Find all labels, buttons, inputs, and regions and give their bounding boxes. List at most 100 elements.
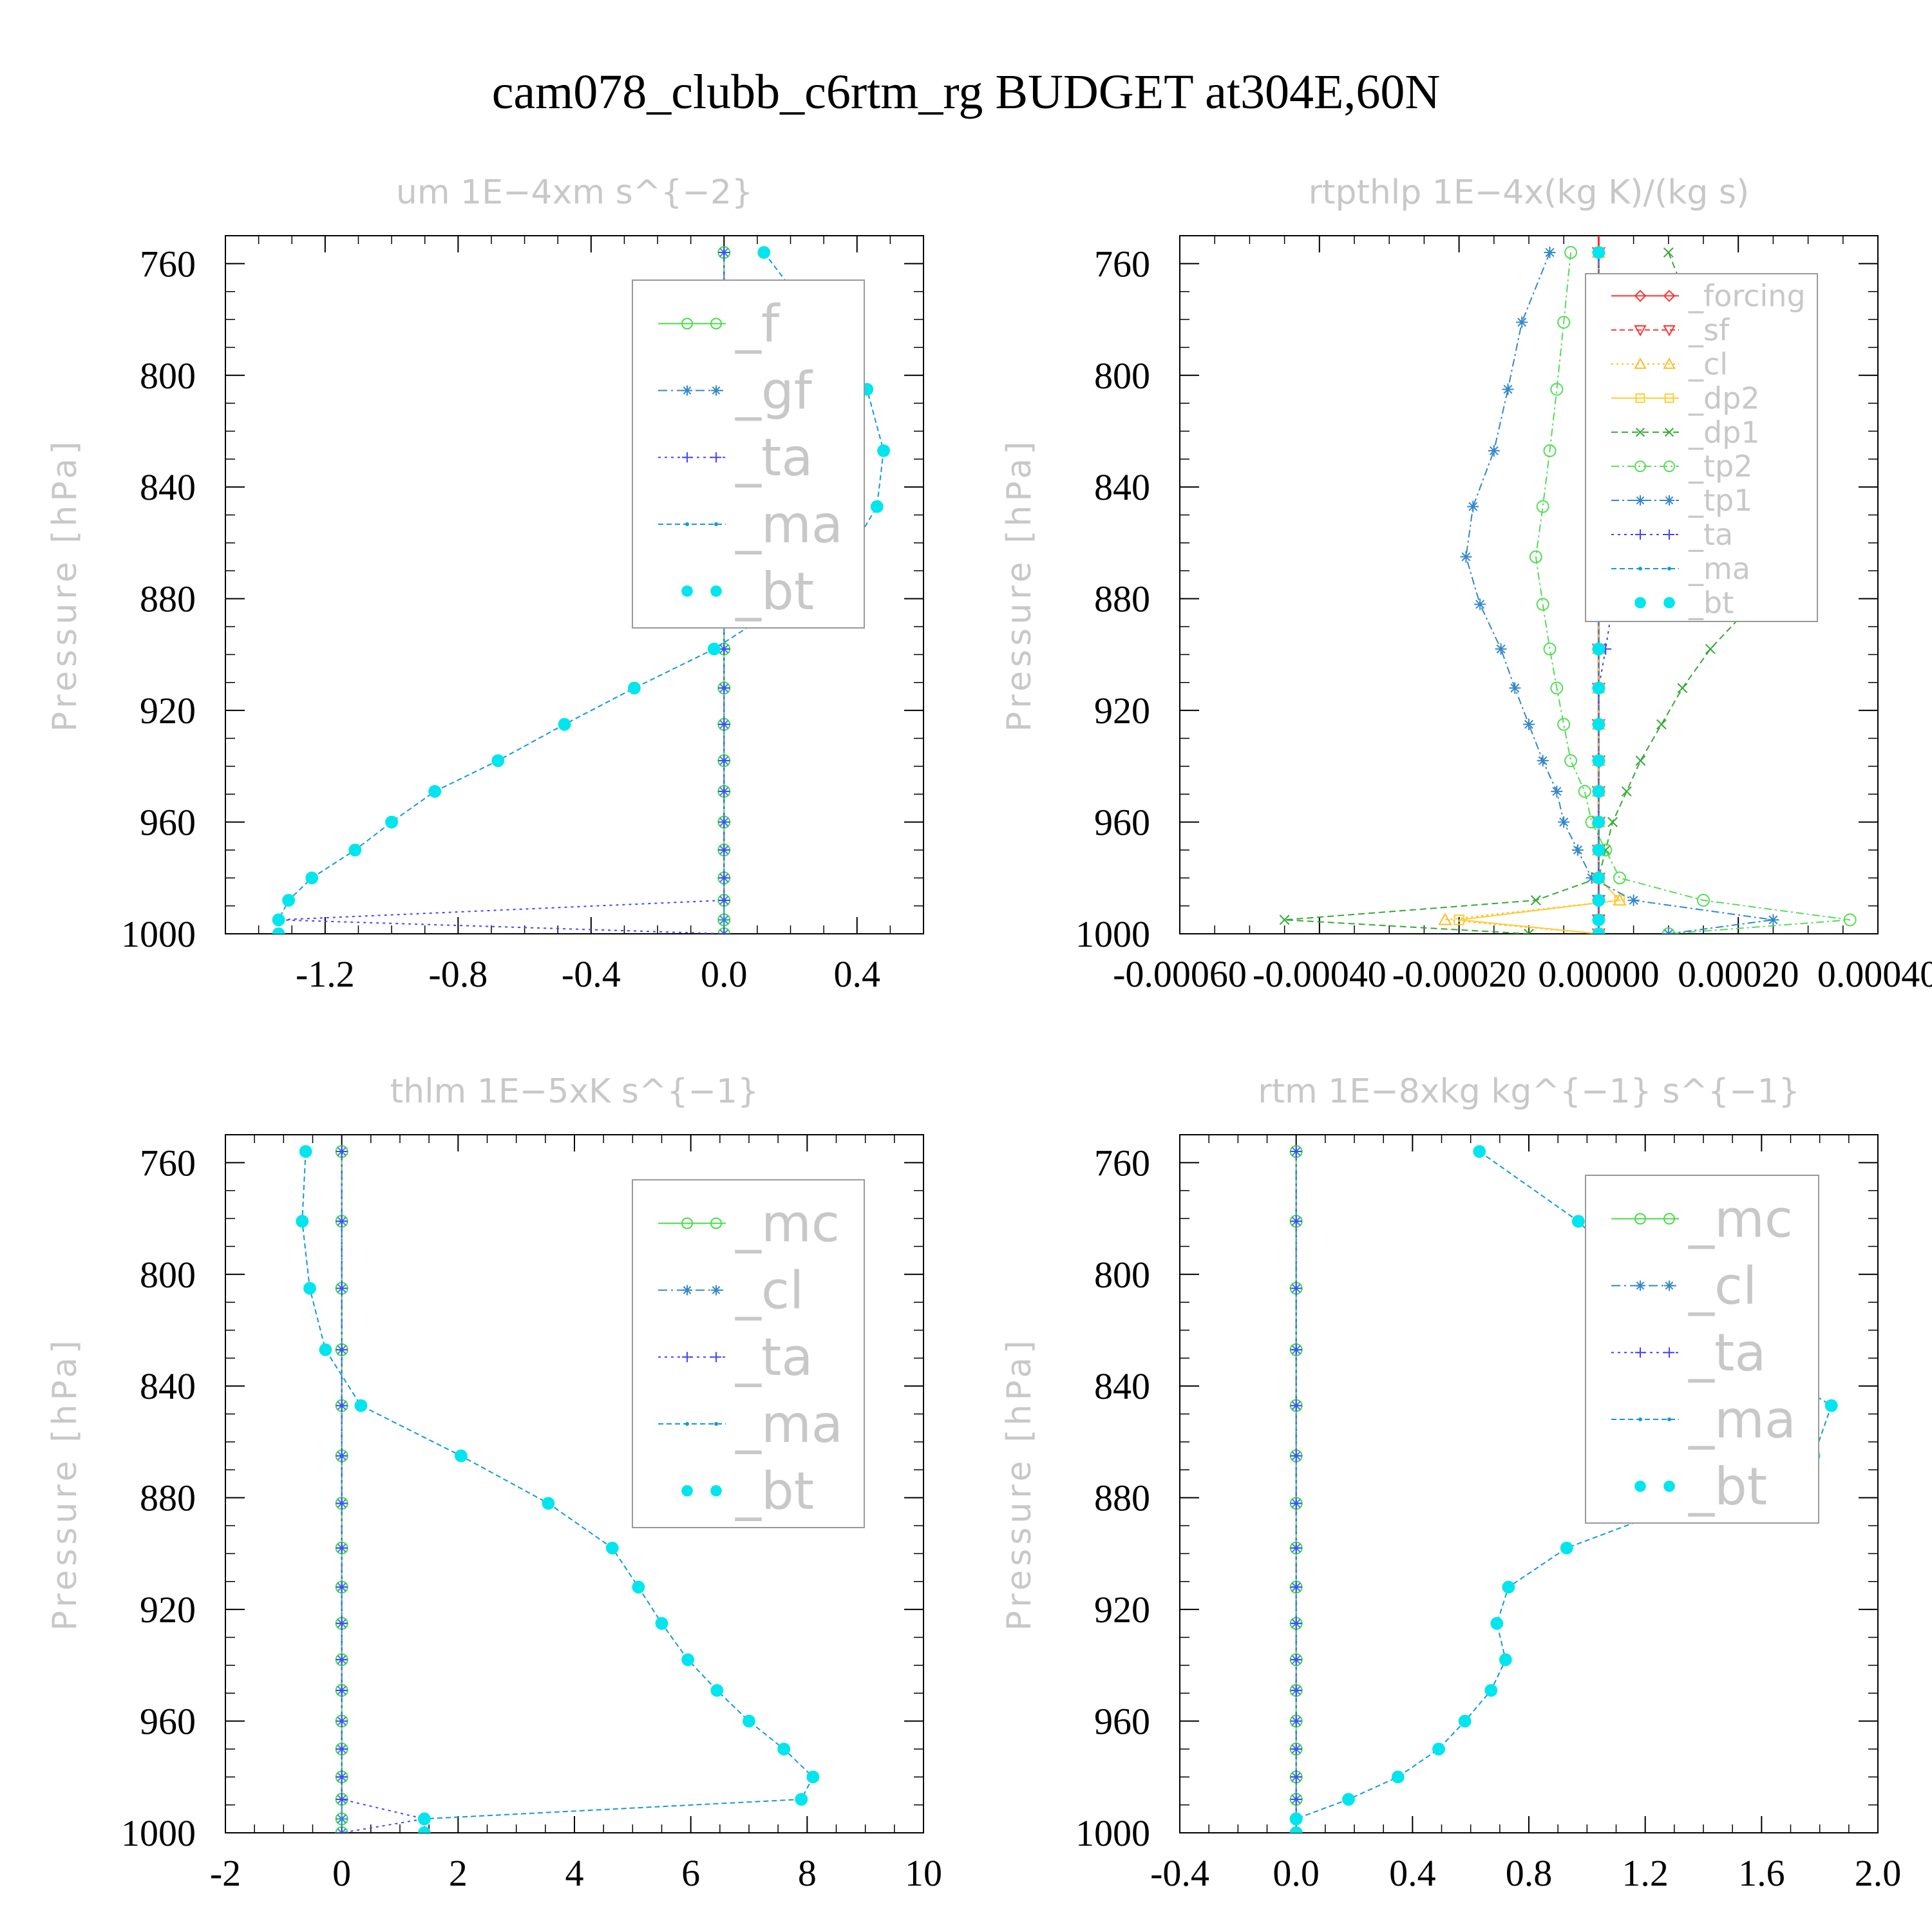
data-point xyxy=(1614,895,1625,906)
legend-entry: _ma xyxy=(735,495,843,554)
data-point xyxy=(1290,1617,1302,1629)
series-line-tp2 xyxy=(1535,252,1850,934)
data-point xyxy=(336,1813,348,1825)
data-point xyxy=(1290,1654,1302,1666)
panel-title: um 1E−4xm s^{−2} xyxy=(396,173,753,212)
data-point xyxy=(710,1683,724,1697)
data-point xyxy=(718,816,730,828)
y-axis-label: Pressure [hPa] xyxy=(46,1337,84,1631)
legend-marker xyxy=(1634,460,1646,473)
y-tick-label: 960 xyxy=(1094,1701,1150,1743)
data-point xyxy=(870,500,884,513)
data-point xyxy=(1592,844,1605,857)
data-point xyxy=(1509,682,1521,694)
data-point xyxy=(1290,1343,1302,1356)
panels: um 1E−4xm s^{−2} Pressure [hPa] -1.2 -0.8 -0… xyxy=(46,173,1932,1894)
data-point xyxy=(1290,1743,1302,1755)
x-tick-label: 2.0 xyxy=(1855,1852,1902,1894)
legend-entry: _gf xyxy=(735,361,813,421)
legend-entry: _dp2 xyxy=(1688,381,1760,415)
data-point xyxy=(1467,500,1479,513)
data-point xyxy=(1592,815,1605,829)
data-point xyxy=(1621,786,1632,797)
legend-entry: _mc xyxy=(1688,1189,1793,1249)
x-tick-label: 2 xyxy=(449,1852,468,1894)
legend-entry: _ta xyxy=(1688,517,1733,552)
legend-marker xyxy=(1663,460,1675,473)
panel-title: rtm 1E−8xkg kg^{−1} s^{−1} xyxy=(1258,1072,1800,1111)
data-point xyxy=(558,717,571,731)
y-tick-label: 920 xyxy=(140,1589,196,1631)
data-point xyxy=(1697,893,1710,907)
data-point xyxy=(336,1715,348,1727)
legend-entry: _cl xyxy=(735,1260,804,1320)
y-tick-label: 1000 xyxy=(1075,913,1150,955)
data-point xyxy=(1289,1826,1303,1833)
legend-entry: _ma xyxy=(1688,1390,1796,1450)
data-point xyxy=(336,1399,348,1412)
x-tick-label: 8 xyxy=(798,1852,817,1894)
x-tick-label: -0.8 xyxy=(428,953,488,995)
y-axis-label: Pressure [hPa] xyxy=(1000,1337,1039,1631)
y-tick-label: 1000 xyxy=(121,1812,196,1854)
data-point xyxy=(1290,1399,1302,1412)
data-point xyxy=(718,914,730,926)
legend-marker xyxy=(1635,1280,1645,1291)
legend-marker xyxy=(710,1217,722,1229)
y-tick-label: 760 xyxy=(1094,243,1150,285)
data-point xyxy=(1290,1771,1302,1783)
data-point xyxy=(1537,755,1549,767)
x-tick-label: 0.8 xyxy=(1506,1852,1553,1894)
legend-marker xyxy=(711,1285,721,1296)
legend-entry: _ta xyxy=(735,428,813,488)
legend-marker xyxy=(1635,428,1645,437)
x-tick-label: -0.00020 xyxy=(1392,953,1526,995)
data-point xyxy=(1544,247,1556,259)
legend-marker xyxy=(710,1485,722,1497)
legend-marker xyxy=(1663,1213,1675,1225)
data-point xyxy=(1550,681,1564,695)
data-point xyxy=(1705,643,1716,654)
y-tick-label: 920 xyxy=(1094,690,1150,732)
legend-marker xyxy=(1664,1347,1674,1358)
data-point xyxy=(1592,717,1605,731)
y-tick-label: 760 xyxy=(140,1142,196,1184)
series-line-ta xyxy=(341,1151,425,1833)
data-point xyxy=(718,785,730,797)
y-tick-label: 800 xyxy=(1094,355,1150,397)
data-point xyxy=(632,1580,645,1594)
y-tick-label: 880 xyxy=(1094,1477,1150,1519)
x-tick-label: -0.00040 xyxy=(1253,953,1387,995)
data-point xyxy=(303,1282,316,1295)
legend-entry: _tp2 xyxy=(1688,449,1753,484)
legend-marker xyxy=(1663,1481,1675,1492)
data-point xyxy=(336,1497,348,1510)
legend-marker xyxy=(1663,289,1676,302)
y-tick-label: 920 xyxy=(140,690,196,732)
y-tick-label: 760 xyxy=(1094,1142,1150,1184)
y-tick-label: 960 xyxy=(1094,802,1150,844)
data-point xyxy=(299,1145,312,1158)
legend-marker xyxy=(711,1352,721,1363)
data-point xyxy=(1635,755,1646,766)
legend-entry: _cl xyxy=(1688,346,1728,381)
x-tick-label: -1.2 xyxy=(296,953,355,995)
data-point xyxy=(1550,383,1564,396)
y-tick-label: 960 xyxy=(140,802,196,844)
data-point xyxy=(605,1541,619,1555)
y-tick-label: 1000 xyxy=(1075,1812,1150,1854)
legend-box xyxy=(632,279,865,629)
data-point xyxy=(1558,816,1570,828)
legend-marker xyxy=(1634,597,1646,609)
x-tick-label: 0.4 xyxy=(1389,1852,1436,1894)
data-point xyxy=(718,928,730,934)
y-tick-label: 1000 xyxy=(121,913,196,955)
y-tick-label: 800 xyxy=(140,1254,196,1296)
data-point xyxy=(348,844,362,857)
data-point xyxy=(1543,444,1557,457)
data-point xyxy=(1516,316,1528,328)
data-point xyxy=(1543,642,1557,656)
data-point xyxy=(272,913,285,927)
legend-entry: _bt xyxy=(735,562,814,621)
